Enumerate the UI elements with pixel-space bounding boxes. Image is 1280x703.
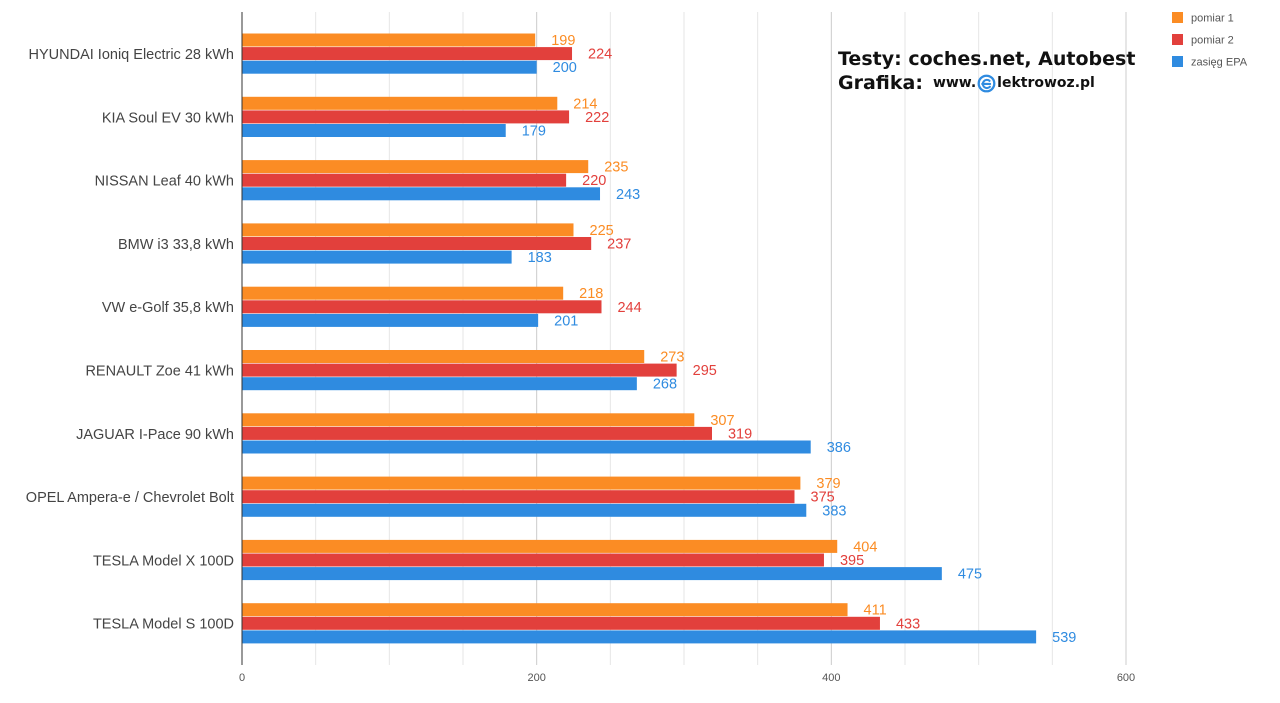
data-label: 433 xyxy=(896,616,920,632)
data-label: 295 xyxy=(693,363,717,379)
data-label: 222 xyxy=(585,110,609,126)
data-label: 179 xyxy=(522,124,546,140)
data-label: 386 xyxy=(827,440,851,456)
bar xyxy=(242,173,567,187)
bar xyxy=(242,33,536,47)
bar xyxy=(242,60,537,74)
data-label: 201 xyxy=(554,313,578,329)
data-label: 199 xyxy=(551,33,575,49)
bar xyxy=(242,413,695,427)
bar xyxy=(242,539,838,553)
bar xyxy=(242,630,1037,644)
bar xyxy=(242,476,801,490)
x-tick-label: 200 xyxy=(527,672,545,684)
data-label: 395 xyxy=(840,553,864,569)
legend-swatch xyxy=(1172,34,1183,45)
data-label: 273 xyxy=(660,350,684,366)
bar xyxy=(242,440,811,454)
data-label: 379 xyxy=(816,476,840,492)
category-label: BMW i3 33,8 kWh xyxy=(118,237,234,253)
bar xyxy=(242,160,589,174)
credits-url: www. lektrowoz.pl xyxy=(933,71,1095,95)
data-label: 319 xyxy=(728,426,752,442)
legend-swatch xyxy=(1172,56,1183,67)
data-label: 411 xyxy=(864,603,887,619)
bar xyxy=(242,96,558,110)
bar xyxy=(242,503,807,517)
x-tick-label: 600 xyxy=(1117,672,1135,684)
category-label: RENAULT Zoe 41 kWh xyxy=(85,364,234,380)
legend-label: pomiar 2 xyxy=(1191,35,1234,47)
category-label: TESLA Model S 100D xyxy=(93,617,234,633)
bar xyxy=(242,553,824,567)
credits-sources: Testy: coches.net, Autobest xyxy=(838,48,1136,70)
category-label: KIA Soul EV 30 kWh xyxy=(102,110,234,126)
legend-label: pomiar 1 xyxy=(1191,13,1234,25)
category-label: HYUNDAI Ioniq Electric 28 kWh xyxy=(29,47,234,63)
bar xyxy=(242,490,795,504)
category-label: TESLA Model X 100D xyxy=(93,553,234,569)
category-label: JAGUAR I-Pace 90 kWh xyxy=(76,427,234,443)
bar xyxy=(242,377,637,391)
data-label: 200 xyxy=(553,60,577,76)
e-plug-logo-icon xyxy=(977,74,996,92)
bar xyxy=(242,567,942,581)
category-label: VW e-Golf 35,8 kWh xyxy=(102,300,234,316)
data-label: 235 xyxy=(604,160,628,176)
data-label: 225 xyxy=(590,223,614,239)
chart-credits: Testy: coches.net, Autobest Grafika: www… xyxy=(838,47,1135,95)
data-label: 268 xyxy=(653,377,677,393)
bar xyxy=(242,250,512,264)
data-label: 539 xyxy=(1052,630,1076,646)
category-label: NISSAN Leaf 40 kWh xyxy=(95,174,234,190)
data-label: 214 xyxy=(573,96,597,112)
credits-graphics: Grafika: www. lektrowoz.pl xyxy=(838,71,1135,95)
x-tick-label: 0 xyxy=(239,672,245,684)
data-label: 383 xyxy=(822,503,846,519)
bar xyxy=(242,603,848,617)
data-label: 244 xyxy=(617,300,641,316)
bar xyxy=(242,110,570,124)
x-tick-label: 400 xyxy=(822,672,840,684)
data-label: 224 xyxy=(588,47,612,63)
data-label: 307 xyxy=(710,413,734,429)
credits-url-suffix: lektrowoz.pl xyxy=(997,75,1095,91)
data-label: 243 xyxy=(616,187,640,203)
data-label: 218 xyxy=(579,286,603,302)
bar xyxy=(242,187,601,201)
credits-url-prefix: www. xyxy=(932,75,977,91)
bar xyxy=(242,237,592,250)
data-label: 220 xyxy=(582,173,606,189)
data-label: 375 xyxy=(811,490,835,506)
bar xyxy=(242,124,506,137)
bar xyxy=(242,300,602,314)
bar xyxy=(242,350,645,363)
data-label: 475 xyxy=(958,567,982,583)
bar xyxy=(242,47,573,61)
bar xyxy=(242,313,539,327)
data-label: 237 xyxy=(607,237,631,253)
data-label: 404 xyxy=(853,539,877,555)
bar xyxy=(242,363,677,377)
bar xyxy=(242,426,712,440)
legend-swatch xyxy=(1172,12,1183,23)
bar xyxy=(242,616,880,630)
legend-label: zasięg EPA xyxy=(1191,57,1248,69)
category-label: OPEL Ampera-e / Chevrolet Bolt xyxy=(26,490,234,506)
credits-graphics-label: Grafika: xyxy=(838,72,923,94)
bar xyxy=(242,223,574,237)
bar xyxy=(242,286,564,300)
data-label: 183 xyxy=(528,250,552,266)
